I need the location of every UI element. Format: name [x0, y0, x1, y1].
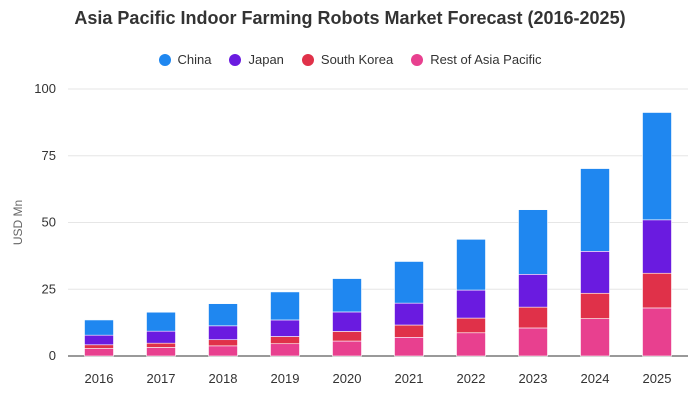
bar-segment[interactable]	[642, 112, 672, 221]
bar-segment[interactable]	[84, 319, 114, 336]
bar-segment[interactable]	[270, 291, 300, 321]
bar-segment[interactable]	[270, 319, 300, 337]
bar-segment[interactable]	[394, 302, 424, 326]
bar-segment[interactable]	[394, 261, 424, 304]
legend-label-china: China	[177, 52, 212, 67]
y-axis-label: USD Mn	[11, 200, 25, 245]
y-tick-label: 25	[42, 281, 56, 296]
legend-label-japan: Japan	[248, 52, 284, 67]
bar-segment[interactable]	[642, 272, 672, 309]
legend-swatch-china	[158, 53, 171, 66]
x-tick-label: 2019	[271, 371, 300, 386]
x-tick-label: 2020	[333, 371, 362, 386]
bar-segment[interactable]	[580, 292, 610, 319]
x-tick-label: 2023	[519, 371, 548, 386]
x-tick-label: 2017	[147, 371, 176, 386]
bar-segment[interactable]	[84, 334, 114, 346]
legend-swatch-japan	[229, 53, 242, 66]
bar-segment[interactable]	[146, 342, 176, 348]
bar-segment[interactable]	[332, 331, 362, 342]
bar-segment[interactable]	[580, 251, 610, 294]
legend-item-rest-of-asia-pacific[interactable]: Rest of Asia Pacific	[411, 52, 541, 67]
bar-segment[interactable]	[580, 318, 610, 357]
legend-item-china[interactable]: China	[158, 52, 212, 67]
legend-swatch-rest-of-asia-pacific	[411, 53, 424, 66]
bar-segment[interactable]	[518, 209, 548, 275]
legend: China Japan South Korea Rest of Asia Pac…	[0, 52, 700, 67]
bar-segment[interactable]	[518, 273, 548, 308]
bar-segment[interactable]	[270, 343, 300, 357]
bar-segment[interactable]	[208, 303, 238, 327]
bar-segment[interactable]	[208, 339, 238, 347]
y-tick-label: 50	[42, 215, 56, 230]
bar-segment[interactable]	[332, 278, 362, 313]
chart-title: Asia Pacific Indoor Farming Robots Marke…	[74, 8, 626, 28]
bar-segment[interactable]	[580, 168, 610, 252]
bar-segment[interactable]	[518, 306, 548, 329]
x-tick-label: 2021	[395, 371, 424, 386]
y-tick-label: 0	[49, 348, 56, 363]
y-tick-label: 100	[34, 81, 56, 96]
x-tick-label: 2025	[643, 371, 672, 386]
bar-segment[interactable]	[270, 336, 300, 345]
x-tick-label: 2016	[85, 371, 114, 386]
legend-label-rest-of-asia-pacific: Rest of Asia Pacific	[430, 52, 542, 67]
bar-segment[interactable]	[332, 311, 362, 332]
bar-segment[interactable]	[642, 219, 672, 274]
x-tick-label: 2018	[209, 371, 238, 386]
bar-segment[interactable]	[456, 239, 486, 291]
legend-label-south-korea: South Korea	[320, 52, 394, 67]
y-tick-label: 75	[42, 148, 56, 163]
bar-segment[interactable]	[456, 317, 486, 334]
legend-item-south-korea[interactable]: South Korea	[301, 52, 394, 67]
bar-segment[interactable]	[146, 347, 176, 357]
x-tick-label: 2022	[457, 371, 486, 386]
bar-segment[interactable]	[642, 307, 672, 357]
bar-segment[interactable]	[456, 332, 486, 357]
bar-segment[interactable]	[332, 340, 362, 357]
bar-segment[interactable]	[456, 289, 486, 319]
bar-segment[interactable]	[208, 325, 238, 341]
bar-segment[interactable]	[394, 324, 424, 338]
legend-item-japan[interactable]: Japan	[229, 52, 284, 67]
x-tick-label: 2024	[581, 371, 610, 386]
bar-segment[interactable]	[518, 327, 548, 357]
legend-swatch-south-korea	[301, 53, 314, 66]
bar-segment[interactable]	[84, 344, 114, 349]
bar-segment[interactable]	[146, 330, 176, 344]
bar-segment[interactable]	[84, 348, 114, 357]
bar-segment[interactable]	[208, 345, 238, 357]
bar-segment[interactable]	[394, 337, 424, 357]
bar-segment[interactable]	[146, 311, 176, 332]
